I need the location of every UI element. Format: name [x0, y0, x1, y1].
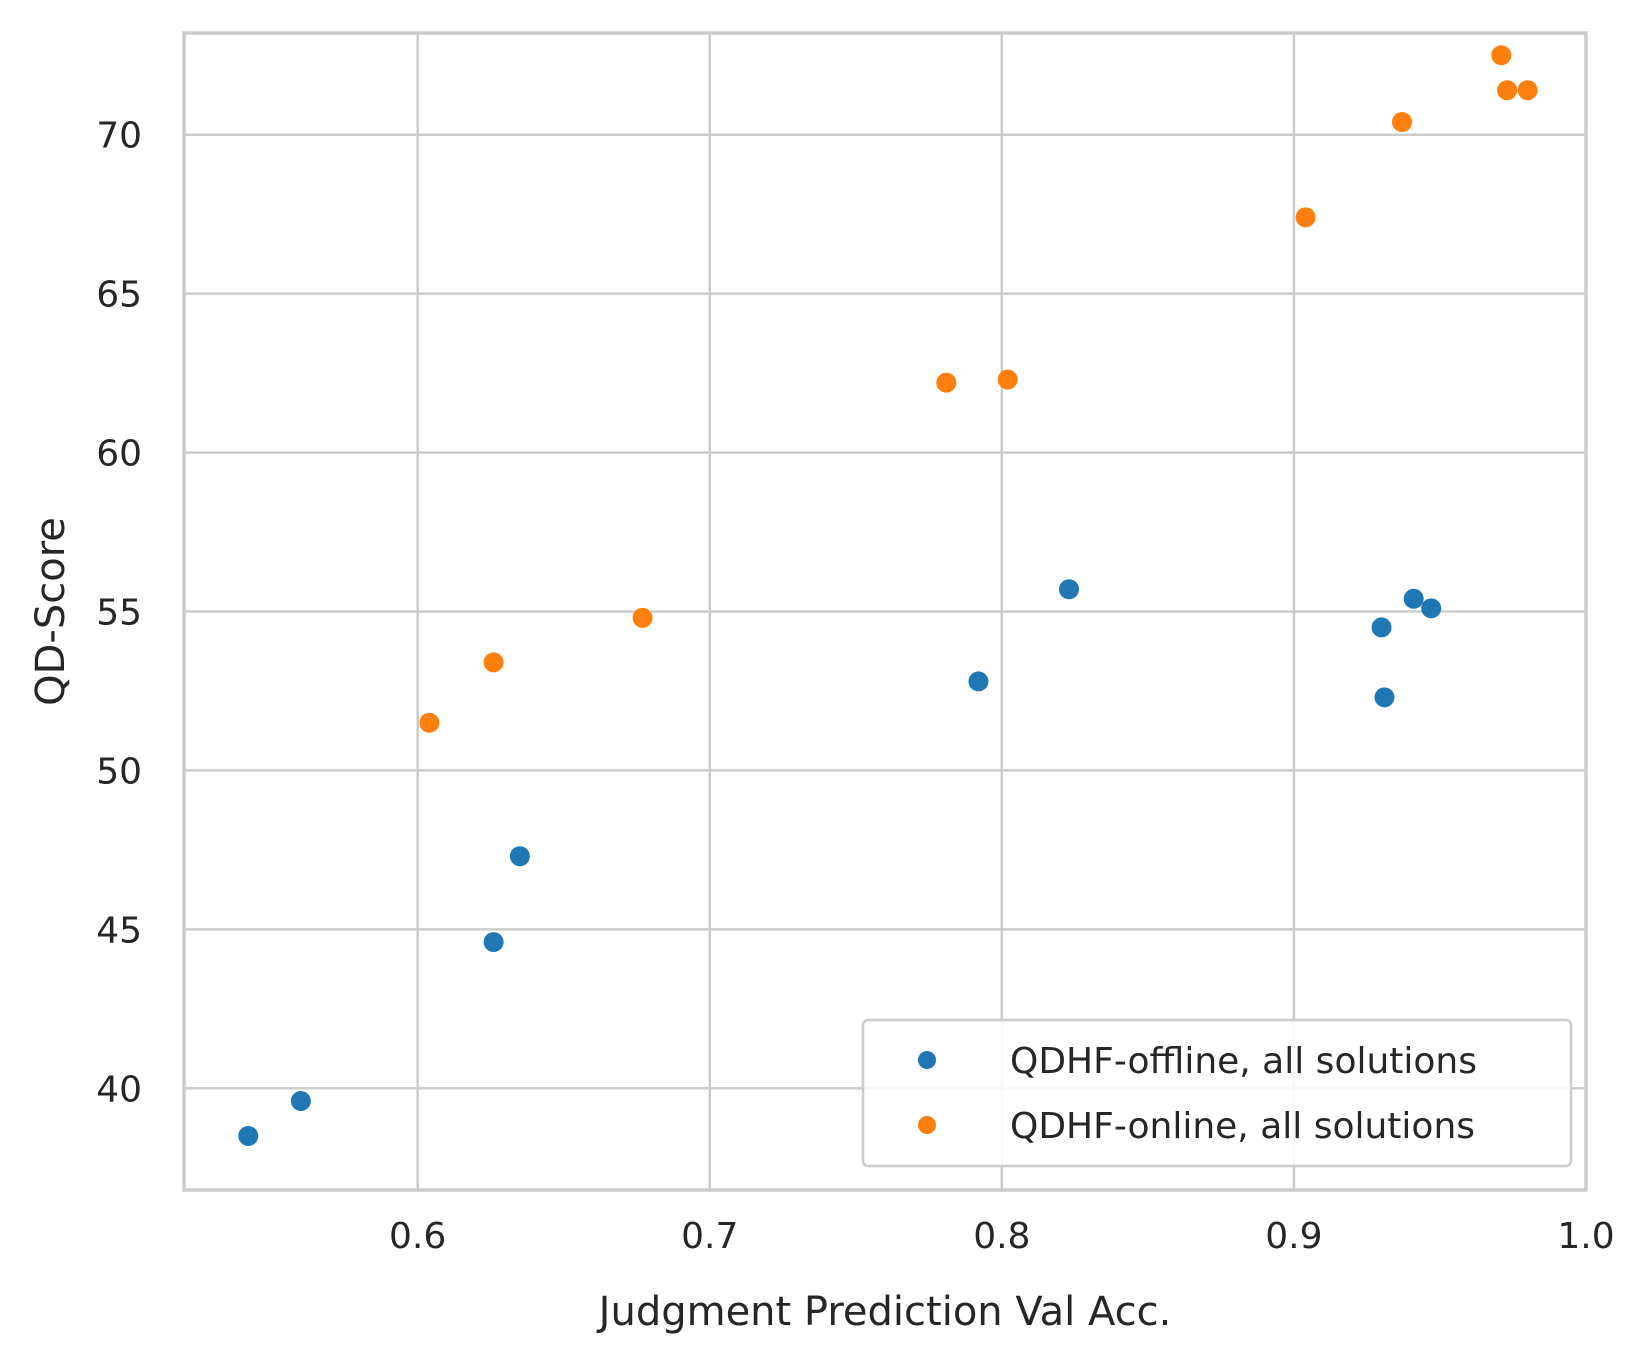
x-tick-label: 0.6 [389, 1216, 446, 1257]
grid [184, 33, 1588, 1190]
data-points [238, 45, 1538, 1146]
online-point [1497, 80, 1518, 101]
legend-label-online: QDHF-online, all solutions [1010, 1106, 1475, 1147]
online-point [997, 369, 1018, 390]
offline-point [1371, 617, 1392, 638]
legend-box [861, 1018, 1573, 1168]
y-tick-label: 50 [96, 751, 142, 792]
online-point [419, 712, 440, 733]
offline-point [509, 846, 530, 867]
legend: QDHF-offline, all solutions QDHF-online,… [861, 1018, 1573, 1168]
offline-point [483, 932, 504, 953]
online-point [1517, 80, 1538, 101]
offline-point [1374, 687, 1395, 708]
online-point [1491, 45, 1512, 66]
y-tick-label: 45 [96, 910, 142, 951]
legend-label-offline: QDHF-offline, all solutions [1010, 1041, 1477, 1082]
y-tick-label: 70 [96, 116, 142, 157]
online-point [1391, 112, 1412, 132]
y-tick-label: 40 [96, 1069, 142, 1110]
y-tick-label: 65 [96, 275, 142, 316]
offline-point [968, 671, 989, 692]
x-tick-label: 0.9 [1265, 1216, 1322, 1257]
x-tick-label: 1.0 [1557, 1216, 1614, 1257]
y-tick-label: 55 [96, 593, 142, 634]
x-tick-labels: 0.6 0.7 0.8 0.9 1.0 [389, 1216, 1615, 1257]
x-tick-label: 0.7 [681, 1216, 738, 1257]
online-point [1295, 207, 1316, 228]
x-axis-title: Judgment Prediction Val Acc. [596, 1289, 1172, 1335]
x-tick-label: 0.8 [973, 1216, 1030, 1257]
offline-point [1403, 588, 1424, 609]
legend-marker-online [918, 1116, 936, 1134]
online-point [632, 607, 653, 628]
offline-point [290, 1091, 311, 1111]
offline-point [1421, 598, 1442, 619]
y-tick-labels: 40 45 50 55 60 65 70 [96, 116, 142, 1111]
legend-marker-offline [918, 1051, 936, 1069]
plot-frame [182, 31, 1588, 1192]
y-tick-label: 60 [96, 434, 142, 475]
online-point [483, 652, 504, 673]
online-point [936, 372, 957, 393]
offline-point [1059, 579, 1080, 600]
y-axis-title: QD-Score [28, 517, 74, 706]
offline-point [238, 1125, 259, 1146]
